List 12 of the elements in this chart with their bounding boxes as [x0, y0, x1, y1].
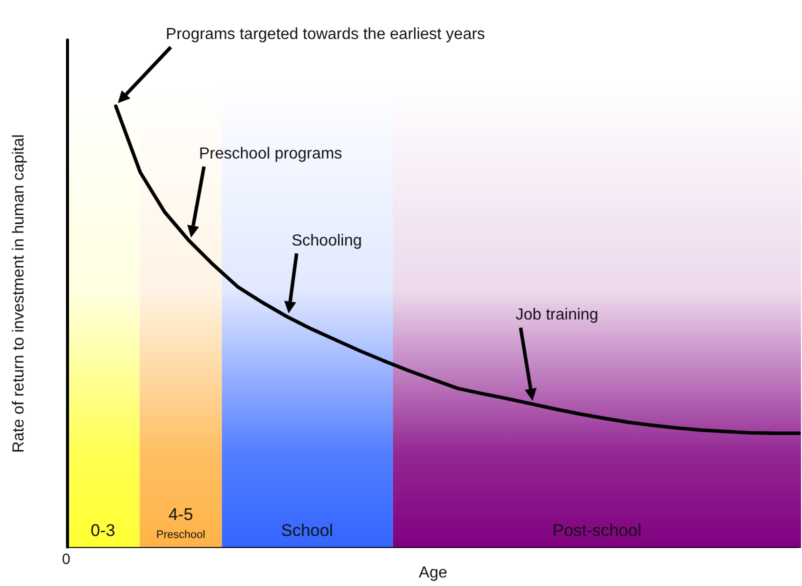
annotation: Post-school — [552, 521, 642, 540]
y-axis-title: Rate of return to investment in human capital — [10, 134, 28, 453]
text: 0 — [62, 551, 70, 568]
annotation: School — [281, 521, 334, 540]
annotation: Preschool programs — [199, 146, 342, 163]
annotation: 4-5 — [168, 505, 194, 524]
annotation: 0-3 — [90, 521, 116, 540]
annotation: Preschool — [156, 529, 206, 541]
annotation: Job training — [516, 306, 598, 324]
x-axis-title: Age — [418, 564, 448, 582]
annotation: Schooling — [292, 232, 362, 250]
text: Programs targeted towards the earliest years — [166, 26, 486, 44]
